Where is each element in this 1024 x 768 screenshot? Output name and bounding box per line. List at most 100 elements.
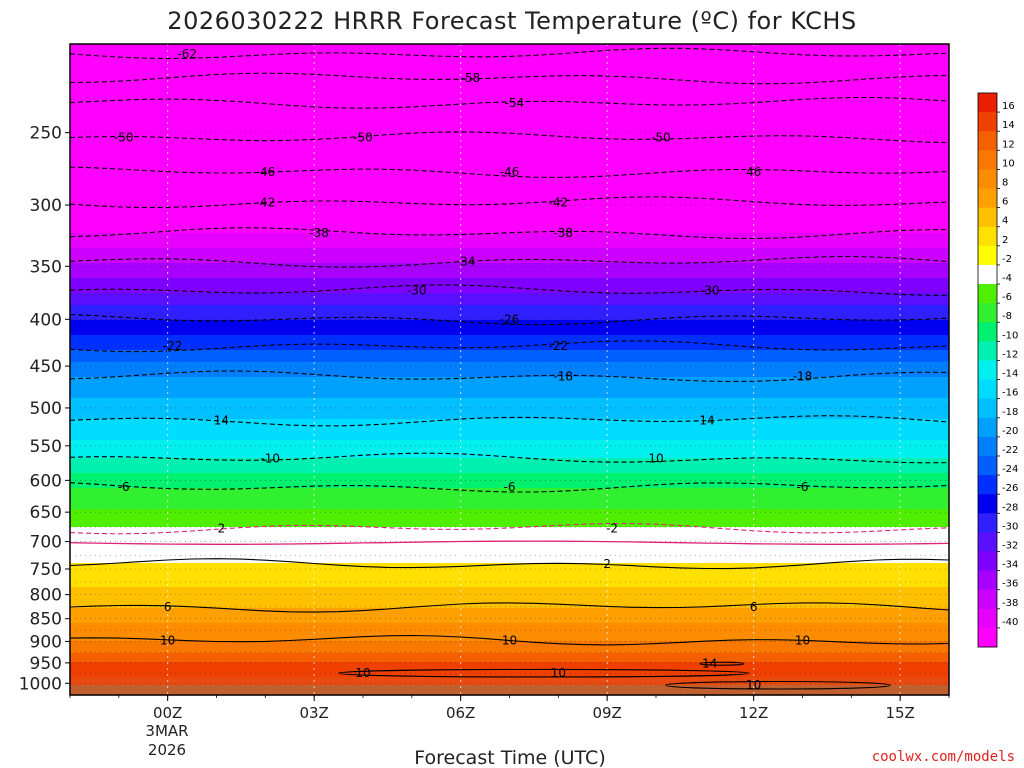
temperature-band (70, 395, 949, 399)
temperature-band (70, 239, 949, 243)
temperature-band (70, 641, 949, 645)
temperature-band (70, 266, 949, 270)
contour-label: 14 (214, 413, 229, 427)
y-tick-label: 850 (30, 610, 62, 630)
temperature-band (70, 350, 949, 354)
temperature-band (70, 176, 949, 180)
contour-label: -18 (553, 370, 573, 384)
temperature-band (70, 224, 949, 228)
temperature-band (70, 545, 949, 549)
colorbar-label: -36 (1002, 579, 1018, 590)
temperature-band (70, 83, 949, 87)
y-tick-label: 900 (30, 632, 62, 652)
temperature-band (70, 68, 949, 72)
temperature-band (70, 185, 949, 189)
contour-label: 10 (502, 634, 517, 648)
temperature-band (70, 95, 949, 99)
temperature-band (70, 506, 949, 510)
contour-label: -6 (118, 480, 130, 494)
contour-label: -42 (256, 195, 276, 209)
temperature-band (70, 140, 949, 144)
contour-label: -6 (504, 480, 516, 494)
contour-line (69, 131, 950, 144)
temperature-band (70, 263, 949, 267)
colorbar-label: -30 (1002, 521, 1018, 532)
temperature-band (70, 629, 949, 633)
temperature-band (70, 299, 949, 303)
contour-label: -46 (256, 165, 276, 179)
temperature-band (70, 476, 949, 480)
contour-line (338, 668, 750, 678)
temperature-band (70, 560, 949, 564)
temperature-band (70, 581, 949, 585)
temperature-band (70, 401, 949, 405)
temperature-band (70, 425, 949, 429)
temperature-band (70, 470, 949, 474)
temperature-band (70, 227, 949, 231)
temperature-band (70, 65, 949, 69)
temperature-band (70, 284, 949, 288)
contour-line (69, 634, 950, 646)
colorbar-swatch (978, 207, 997, 228)
temperature-band (70, 500, 949, 504)
x-tick-label: 00Z (153, 704, 182, 722)
temperature-band (70, 533, 949, 537)
contour-label: -6 (797, 480, 809, 494)
temperature-band (70, 578, 949, 582)
temperature-band (70, 344, 949, 348)
temperature-band (70, 674, 949, 678)
y-tick-label: 700 (30, 533, 62, 553)
colorbar-swatch (978, 608, 997, 629)
temperature-band (70, 161, 949, 165)
y-tick-label: 300 (30, 196, 62, 216)
contour-label: -38 (309, 226, 329, 240)
temperature-band (70, 647, 949, 651)
colorbar-label: -20 (1002, 426, 1018, 437)
temperature-band (70, 434, 949, 438)
temperature-band (70, 587, 949, 591)
temperature-band (70, 392, 949, 396)
temperature-band (70, 206, 949, 210)
contour-line (69, 370, 950, 383)
temperature-band (70, 149, 949, 153)
contour-label: 6 (164, 600, 172, 614)
surface-band (70, 685, 949, 695)
colorbar-label: -8 (1002, 311, 1012, 322)
colorbar-swatch (978, 436, 997, 457)
contour-line (69, 255, 950, 268)
temperature-band (70, 650, 949, 654)
temperature-band (70, 86, 949, 90)
x-tick-label: 03Z (299, 704, 328, 722)
temperature-band (70, 146, 949, 150)
contour-label: 10 (648, 452, 663, 466)
temperature-band (70, 599, 949, 603)
temperature-band (70, 386, 949, 390)
temperature-band (70, 551, 949, 555)
temperature-band (70, 503, 949, 507)
temperature-band (70, 200, 949, 204)
x-date-label-year: 2026 (148, 741, 186, 759)
temperature-band (70, 317, 949, 321)
colorbar-swatch (978, 150, 997, 170)
contour-label: -14 (695, 413, 715, 427)
temperature-band (70, 119, 949, 123)
contour-label: 6 (750, 600, 758, 614)
contour-label: 2 (603, 557, 611, 571)
contour-label: 46 (746, 165, 761, 179)
temperature-band (70, 626, 949, 630)
contour-line (69, 558, 950, 570)
temperature-band (70, 272, 949, 276)
temperature-band (70, 188, 949, 192)
contour-label: -2 (606, 521, 618, 535)
colorbar-swatch (978, 398, 997, 419)
contour-label: -34 (456, 255, 476, 269)
contour-line (69, 96, 950, 109)
temperature-band (70, 341, 949, 345)
temperature-band (70, 53, 949, 57)
temperature-band (70, 170, 949, 174)
colorbar-label: -14 (1002, 369, 1018, 380)
temperature-band (70, 164, 949, 168)
temperature-band (70, 74, 949, 78)
contour-label: -10 (260, 452, 280, 466)
temperature-band (70, 332, 949, 336)
